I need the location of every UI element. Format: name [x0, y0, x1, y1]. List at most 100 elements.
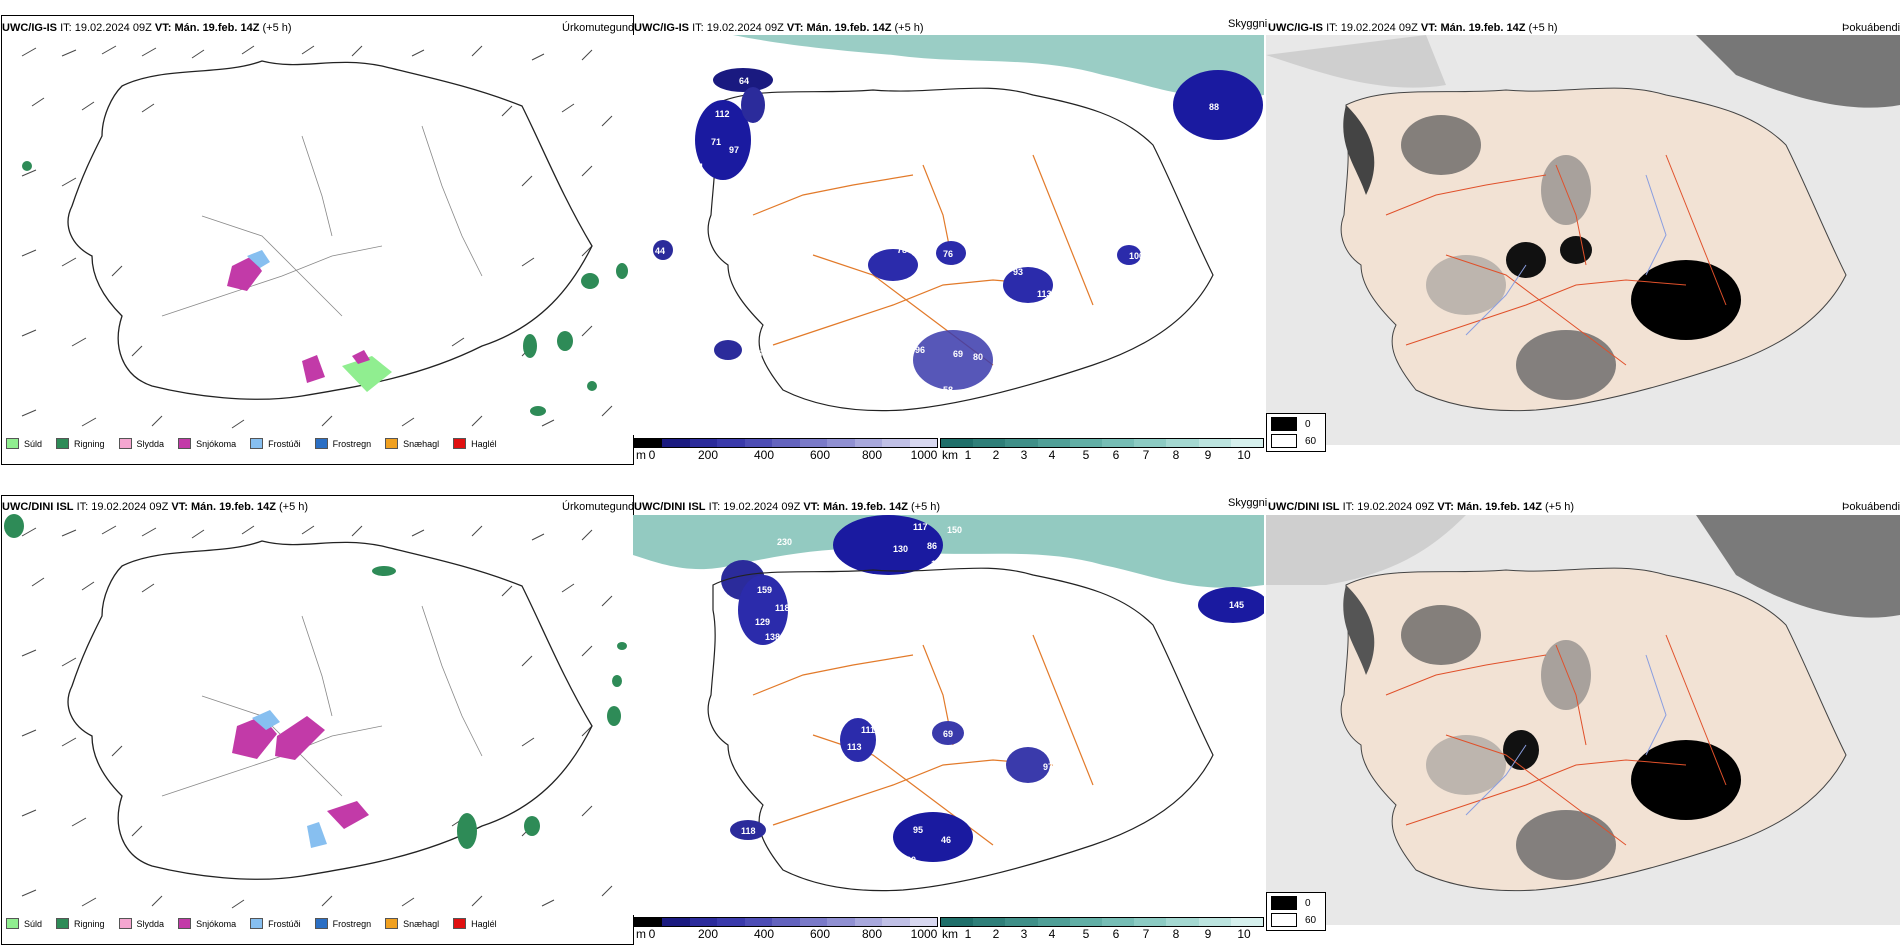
height-tick: 600: [809, 448, 831, 462]
precip-panel-header-row2: UWC/DINI ISL IT: 19.02.2024 09Z VT: Mán.…: [2, 501, 309, 513]
height-tick: 800: [861, 927, 883, 941]
visibility-tick: 8: [1172, 448, 1180, 462]
height-label: 800: [961, 859, 976, 869]
legend-item-frostudi: Frostúði: [250, 438, 301, 449]
height-tick: 600: [809, 927, 831, 941]
legend-swatch: [118, 438, 132, 449]
height-label: 76: [943, 249, 953, 259]
legend-swatch: [250, 438, 264, 449]
height-label: 74: [693, 162, 703, 172]
height-label: 111: [861, 725, 875, 735]
legend-item-frostudi: Frostúði: [250, 918, 301, 929]
height-tick: 200: [697, 927, 719, 941]
legend-item-rigning: Rigning: [56, 918, 105, 929]
fog-key-label: 60: [1305, 435, 1317, 447]
height-colorbar-row2: m 0 200 400 600 800 1000: [634, 917, 938, 941]
visibility-tick: 10: [1237, 448, 1251, 462]
legend-swatch: [453, 438, 467, 449]
fog-key-row2: 0 60: [1266, 892, 1326, 931]
height-label: 95: [913, 825, 923, 835]
height-label: 150: [947, 525, 962, 535]
visibility-tick: 4: [1048, 448, 1056, 462]
height-label: 55: [911, 382, 921, 392]
legend-swatch: [385, 918, 399, 929]
height-label: 145: [1229, 600, 1244, 610]
visibility-unit: km: [942, 927, 958, 941]
height-label: 100: [901, 855, 916, 865]
fog-panel-title-row1: Þokuábendi: [1842, 22, 1900, 34]
visibility-tick: 7: [1142, 448, 1150, 462]
height-tick: 400: [753, 927, 775, 941]
height-unit: m: [636, 927, 646, 941]
height-label: 597: [971, 559, 986, 569]
height-tick: 1000: [910, 927, 938, 941]
legend-item-frostregn: Frostregn: [314, 438, 371, 449]
legend-swatch: [314, 918, 328, 929]
height-tick: 0: [648, 448, 656, 462]
height-label: 97: [1043, 762, 1053, 772]
visibility-colorbar-cells: [940, 917, 1264, 927]
height-unit: m: [636, 448, 646, 462]
visibility-tick: 10: [1237, 927, 1251, 941]
height-label: 86: [927, 541, 937, 551]
height-label: 57: [757, 349, 767, 359]
height-label: 71: [711, 137, 721, 147]
height-label: 130: [893, 544, 908, 554]
legend-item-frostregn: Frostregn: [314, 918, 371, 929]
fog-panel-title-row2: Þokuábendi: [1842, 501, 1900, 513]
height-label: 64: [739, 76, 749, 86]
visibility-tick: 2: [992, 927, 1000, 941]
height-label: 93: [1013, 267, 1023, 277]
height-label: 118: [775, 603, 790, 613]
cloud-panel-header-row1: UWC/IG-IS IT: 19.02.2024 09Z VT: Mán. 19…: [634, 22, 924, 34]
visibility-tick: 6: [1112, 927, 1120, 941]
visibility-colorbar-row2: km 1 2 3 4 5 6 7 8 9 10: [940, 917, 1264, 941]
height-label: 153: [931, 559, 946, 569]
visibility-tick: 2: [992, 448, 1000, 462]
legend-swatch: [453, 918, 467, 929]
height-label: 113: [1037, 289, 1052, 299]
height-label: 117: [913, 522, 928, 532]
cloud-panel-header-row2: UWC/DINI ISL IT: 19.02.2024 09Z VT: Mán.…: [634, 501, 941, 513]
height-label: 69: [943, 729, 953, 739]
visibility-tick: 5: [1082, 448, 1090, 462]
legend-item-haglel: Haglél: [453, 438, 497, 449]
height-label: 138: [765, 632, 780, 642]
fog-map-row2: [1266, 515, 1900, 925]
precip-type-map-row2: [1, 495, 634, 945]
height-label: 46: [941, 835, 951, 845]
legend-item-slydda: Slydda: [118, 438, 164, 449]
fog-key-label: 0: [1305, 897, 1311, 909]
height-label: 112: [715, 109, 730, 119]
height-label: 100: [1129, 251, 1144, 261]
height-label: 113: [847, 742, 862, 752]
height-colorbar-row1: m 0 200 400 600 800 1000: [634, 438, 938, 462]
legend-swatch: [178, 438, 192, 449]
height-tick: 400: [753, 448, 775, 462]
legend-swatch: [385, 438, 399, 449]
fog-key-swatch: [1271, 913, 1297, 927]
visibility-tick: 9: [1204, 448, 1212, 462]
legend-item-snjokoma: Snjókoma: [178, 438, 236, 449]
height-label: 90: [869, 277, 879, 287]
height-label: 88: [1209, 102, 1219, 112]
visibility-tick: 5: [1082, 927, 1090, 941]
height-label: 118: [741, 826, 756, 836]
height-label: 44: [655, 246, 665, 256]
visibility-tick: 6: [1112, 448, 1120, 462]
legend-item-sudl: Súld: [6, 918, 42, 929]
height-label: 97: [729, 145, 739, 155]
legend-swatch: [6, 438, 19, 449]
legend-swatch: [56, 918, 70, 929]
fog-key-label: 0: [1305, 418, 1311, 430]
fog-key-swatch: [1271, 417, 1297, 431]
height-label: 96: [915, 345, 925, 355]
height-tick: 0: [648, 927, 656, 941]
height-tick: 1000: [910, 448, 938, 462]
precip-legend-row1: Súld Rigning Slydda Snjókoma Frostúði Fr…: [6, 438, 511, 449]
legend-swatch: [6, 918, 19, 929]
legend-swatch: [56, 438, 70, 449]
height-label: 58: [943, 385, 953, 395]
height-label: 80: [973, 352, 983, 362]
precip-legend-row2: Súld Rigning Slydda Snjókoma Frostúði Fr…: [6, 918, 511, 929]
